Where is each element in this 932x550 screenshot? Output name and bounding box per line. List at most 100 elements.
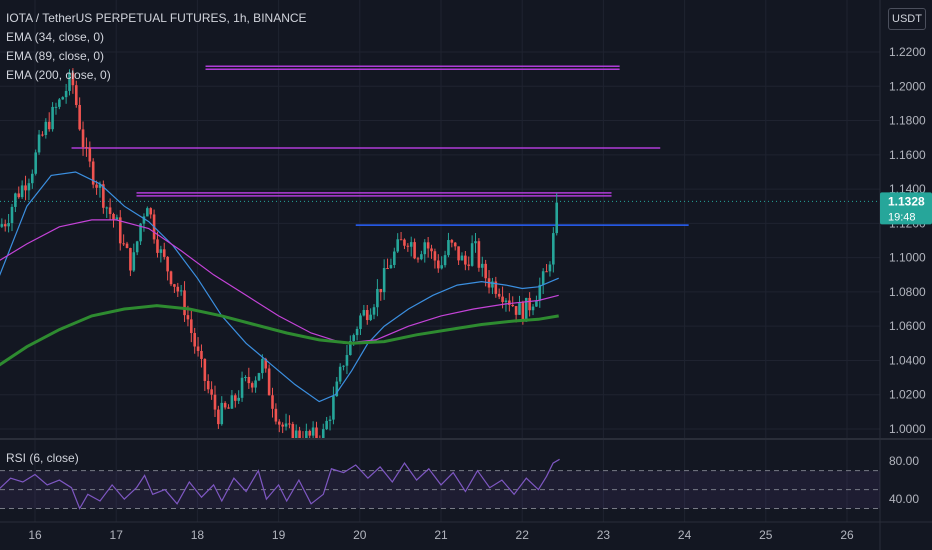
candle-body	[27, 183, 31, 191]
candle-body	[237, 397, 240, 401]
candle-body	[139, 223, 142, 242]
price-tick-label: 1.0600	[889, 319, 926, 333]
candle-body	[420, 254, 423, 260]
candle-body	[44, 121, 48, 136]
rsi-line	[0, 458, 560, 510]
candle-body	[169, 271, 173, 285]
candle-body	[328, 419, 332, 421]
candle-body	[173, 284, 176, 287]
indicator-legend-3: EMA (200, close, 0)	[6, 68, 111, 82]
candle-body	[135, 241, 139, 253]
candle-body	[548, 264, 552, 272]
time-tick-label: 19	[272, 528, 286, 542]
candle-body	[315, 427, 318, 438]
candle-body	[71, 72, 75, 86]
candle-body	[460, 255, 464, 261]
candle-body	[403, 239, 406, 246]
indicator-legend-1: EMA (34, close, 0)	[6, 30, 104, 44]
candle-body	[376, 288, 379, 308]
ema-lines	[0, 171, 559, 403]
candle-body	[349, 340, 352, 356]
candle-body	[217, 409, 220, 425]
price-tick-label: 1.1600	[889, 148, 926, 162]
candle-body	[247, 376, 251, 384]
candle-body	[538, 284, 542, 301]
candle-body	[393, 251, 396, 265]
candle-body	[196, 346, 200, 351]
indicator-legend-2: EMA (89, close, 0)	[6, 49, 104, 63]
candle-body	[223, 402, 227, 408]
candle-body	[528, 297, 531, 311]
candle-body	[423, 242, 427, 255]
candle-body	[220, 402, 224, 425]
candle-body	[494, 281, 498, 294]
candle-body	[359, 315, 362, 329]
rsi-legend: RSI (6, close)	[6, 451, 79, 465]
candle-body	[230, 395, 234, 409]
candle-body	[545, 271, 548, 273]
price-tick-label: 1.2000	[889, 79, 926, 93]
candle-body	[81, 129, 85, 148]
candle-body	[284, 423, 288, 427]
candle-body	[206, 380, 210, 390]
time-tick-label: 21	[434, 528, 448, 542]
horizontal-levels	[71, 65, 689, 226]
candle-body	[88, 148, 92, 162]
candle-body	[47, 121, 51, 130]
candle-body	[210, 389, 213, 395]
candle-body	[552, 233, 555, 265]
candle-body	[291, 424, 295, 438]
ema-line-2	[0, 219, 559, 344]
candle-body	[3, 224, 7, 227]
candle-body	[379, 288, 383, 293]
candle-body	[0, 224, 4, 227]
candle-body	[142, 216, 146, 224]
time-axis: 16 17 18 19 20 21 22 23 24 25 26	[28, 528, 854, 542]
candle-body	[61, 97, 65, 100]
price-tick-label: 1.0000	[889, 422, 926, 436]
price-tick-label: 1.0400	[889, 353, 926, 367]
candle-body	[389, 264, 393, 269]
candle-body	[261, 358, 264, 374]
grid-lines	[0, 0, 880, 522]
candle-body	[514, 306, 518, 315]
time-tick-label: 22	[516, 528, 530, 542]
candle-body	[321, 429, 325, 438]
candle-body	[518, 302, 521, 315]
candle-body	[179, 290, 183, 292]
candle-body	[122, 243, 125, 245]
candle-body	[430, 248, 433, 252]
candle-body	[112, 213, 115, 220]
candle-body	[233, 395, 237, 401]
candle-body	[474, 241, 477, 244]
chart-title: IOTA / TetherUS PERPETUAL FUTURES, 1h, B…	[6, 11, 307, 25]
candle-body	[34, 152, 37, 174]
candle-body	[355, 328, 359, 336]
time-tick-label: 20	[353, 528, 367, 542]
candle-body	[535, 300, 538, 307]
price-tick-label: 1.0200	[889, 388, 926, 402]
currency-selector[interactable]: USDT	[888, 8, 926, 30]
candle-body	[85, 147, 88, 149]
price-tick-label: 1.1000	[889, 251, 926, 265]
rsi-pane: 80.00 40.00 RSI (6, close)	[0, 451, 919, 510]
candle-body	[511, 304, 515, 307]
candle-body	[382, 268, 386, 293]
candle-body	[264, 358, 268, 369]
candle-body	[541, 271, 545, 285]
time-tick-label: 25	[759, 528, 773, 542]
candle-body	[176, 286, 180, 292]
candle-body	[64, 90, 68, 98]
candle-body	[54, 106, 58, 108]
candle-body	[68, 72, 71, 91]
candle-body	[132, 252, 136, 271]
candle-body	[51, 106, 54, 130]
candle-body	[41, 134, 44, 136]
candle-body	[200, 350, 203, 359]
candle-body	[78, 104, 81, 130]
candle-body	[14, 193, 17, 207]
candle-body	[504, 300, 508, 302]
